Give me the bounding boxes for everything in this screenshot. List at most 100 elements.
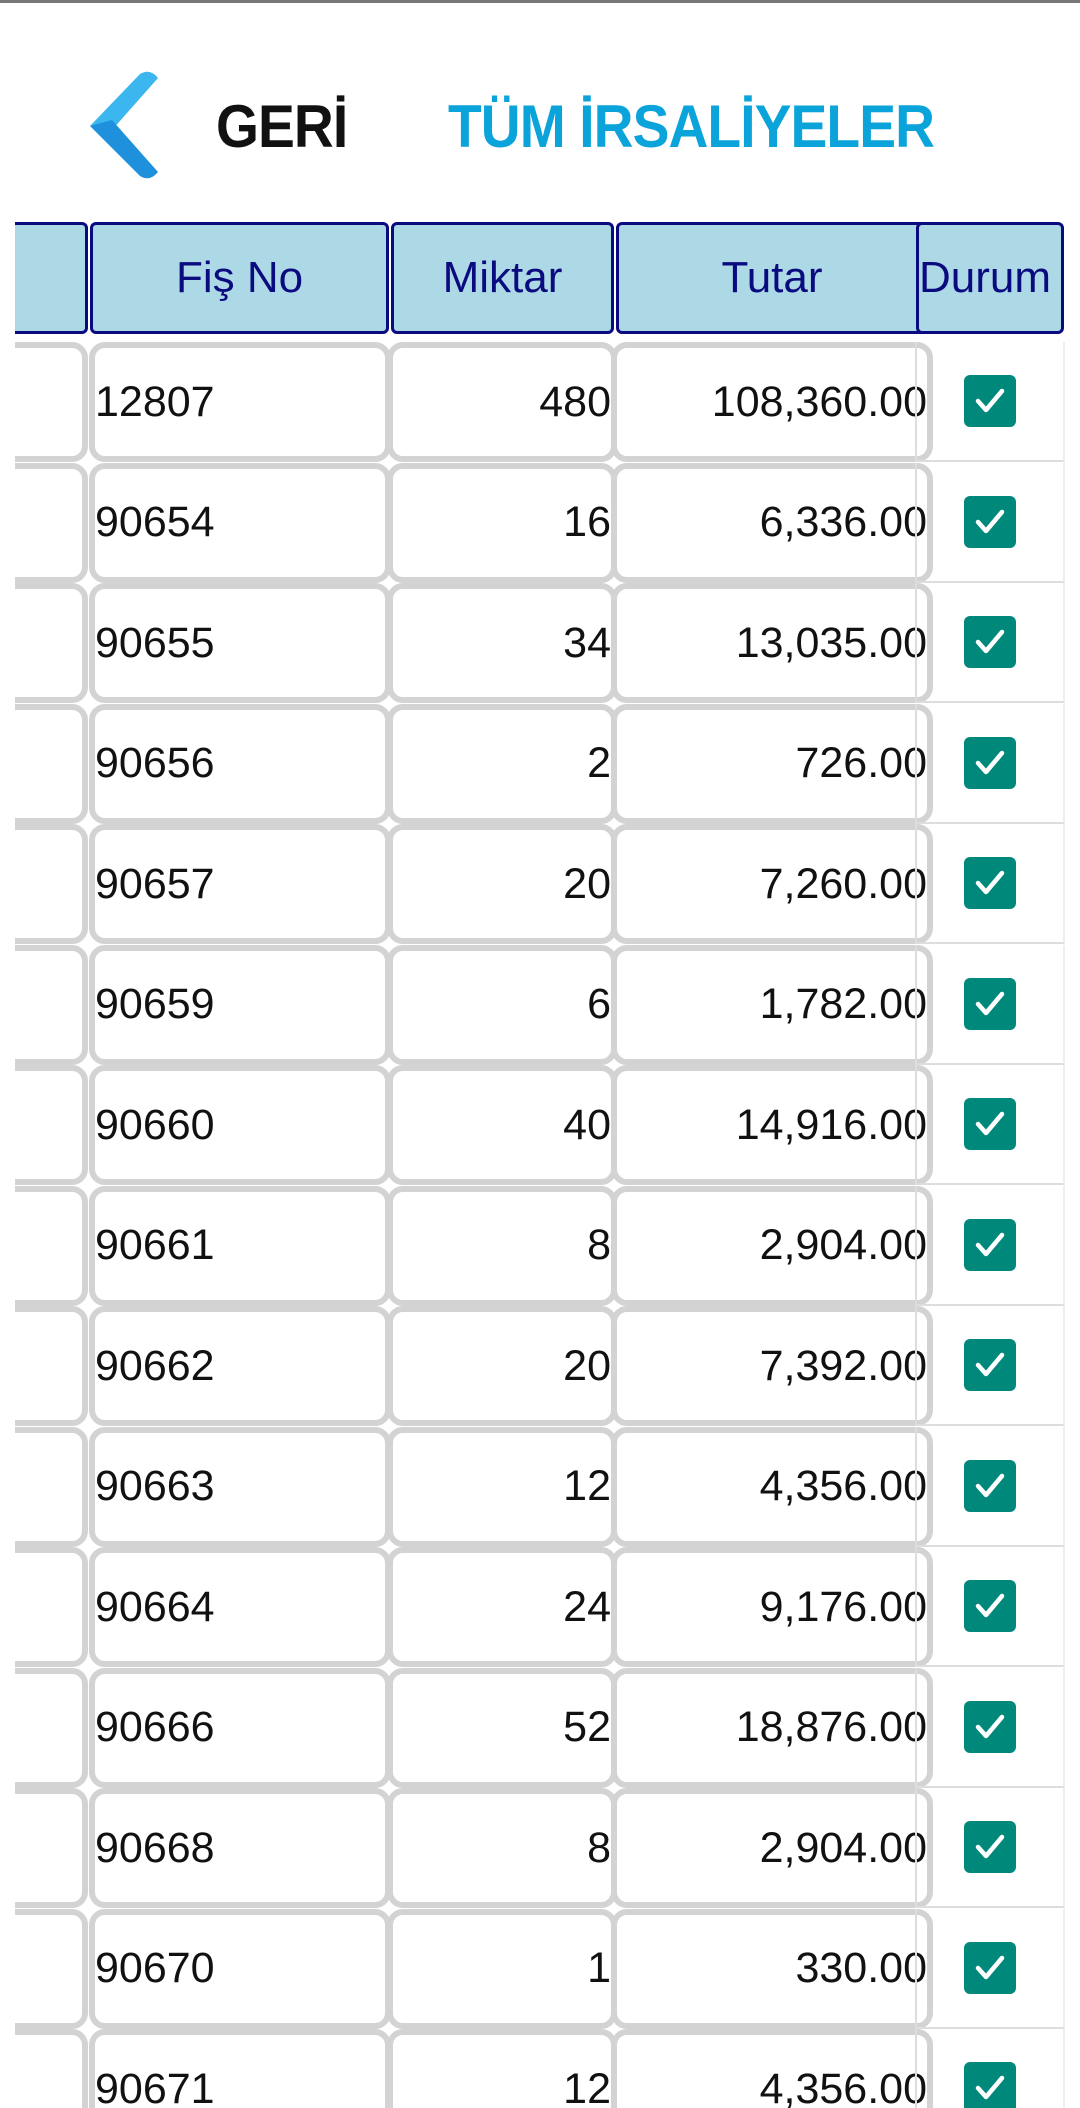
table-row[interactable]: 90657 20 7,260.00	[15, 824, 1065, 944]
fis-no: 90671	[95, 2064, 215, 2108]
back-label[interactable]: GERİ	[216, 93, 348, 160]
durum-cell	[915, 1185, 1065, 1306]
tutar-cell: 108,360.00	[611, 342, 933, 462]
checkmark-icon	[975, 1352, 1005, 1377]
fis-no-cell: 90666	[89, 1667, 391, 1788]
status-checkbox[interactable]	[964, 375, 1016, 427]
column-header-hidden[interactable]	[15, 222, 88, 334]
durum-cell	[915, 1547, 1065, 1667]
tutar-cell: 726.00	[611, 703, 933, 824]
tutar: 108,360.00	[711, 377, 927, 426]
miktar-cell: 480	[387, 342, 617, 462]
miktar-cell: 20	[387, 824, 617, 944]
status-checkbox[interactable]	[964, 616, 1016, 668]
table-row[interactable]: 90660 40 14,916.00	[15, 1065, 1065, 1185]
fis-no-cell: 90668	[89, 1788, 391, 1908]
tutar: 13,035.00	[735, 618, 927, 667]
fis-no: 90656	[95, 739, 215, 787]
tutar: 2,904.00	[759, 1221, 927, 1269]
status-checkbox[interactable]	[964, 1339, 1016, 1391]
durum-cell	[915, 1306, 1065, 1426]
table-row[interactable]: 90670 1 330.00	[15, 1908, 1065, 2029]
hidden-cell	[15, 1667, 88, 1788]
miktar: 34	[563, 618, 611, 667]
miktar: 52	[563, 1703, 611, 1751]
tutar-cell: 7,260.00	[611, 824, 933, 944]
table-row[interactable]: 90656 2 726.00	[15, 703, 1065, 824]
status-checkbox[interactable]	[964, 495, 1016, 548]
table-row[interactable]: 90664 24 9,176.00	[15, 1547, 1065, 1667]
fis-no-cell: 12807	[89, 342, 391, 462]
table-row[interactable]: 90661 8 2,904.00	[15, 1185, 1065, 1306]
hidden-cell	[15, 583, 88, 703]
fis-no: 90663	[95, 1462, 215, 1510]
checkmark-icon	[975, 509, 1005, 533]
tutar: 14,916.00	[735, 1100, 927, 1149]
miktar: 40	[563, 1100, 611, 1149]
table-row[interactable]: 90655 34 13,035.00	[15, 583, 1065, 703]
tutar-cell: 7,392.00	[611, 1306, 933, 1426]
miktar-cell: 16	[387, 462, 617, 583]
durum-cell	[915, 703, 1065, 824]
miktar-cell: 2	[387, 703, 617, 824]
status-checkbox[interactable]	[964, 857, 1016, 909]
fis-no-cell: 90661	[89, 1185, 391, 1306]
tutar-cell: 18,876.00	[611, 1667, 933, 1788]
status-checkbox[interactable]	[964, 977, 1016, 1030]
status-checkbox[interactable]	[964, 2062, 1016, 2108]
status-checkbox[interactable]	[964, 1459, 1016, 1512]
status-checkbox[interactable]	[964, 1580, 1016, 1632]
table-row[interactable]: 12807 480 108,360.00	[15, 342, 1065, 462]
tutar-cell: 13,035.00	[611, 583, 933, 703]
back-button[interactable]	[78, 68, 168, 182]
status-checkbox[interactable]	[964, 1098, 1016, 1150]
status-checkbox[interactable]	[964, 1218, 1016, 1271]
table-row[interactable]: 90671 12 4,356.00	[15, 2029, 1065, 2108]
status-checkbox[interactable]	[964, 1700, 1016, 1753]
durum-cell	[915, 583, 1065, 703]
hidden-cell	[15, 462, 88, 583]
fis-no: 90659	[95, 980, 215, 1028]
fis-no: 90670	[95, 1944, 215, 1992]
hidden-cell	[15, 1426, 88, 1547]
miktar: 20	[563, 859, 611, 908]
table-row[interactable]: 90663 12 4,356.00	[15, 1426, 1065, 1547]
tutar: 726.00	[795, 739, 927, 787]
durum-cell	[915, 824, 1065, 944]
table-row[interactable]: 90659 6 1,782.00	[15, 944, 1065, 1065]
durum-cell	[915, 1426, 1065, 1547]
table-row[interactable]: 90666 52 18,876.00	[15, 1667, 1065, 1788]
tutar-cell: 4,356.00	[611, 2029, 933, 2108]
tutar-cell: 2,904.00	[611, 1185, 933, 1306]
miktar-cell: 20	[387, 1306, 617, 1426]
status-checkbox[interactable]	[964, 1821, 1016, 1873]
fis-no: 90666	[95, 1703, 215, 1751]
status-checkbox[interactable]	[964, 1941, 1016, 1994]
miktar-cell: 8	[387, 1788, 617, 1908]
fis-no-cell: 90660	[89, 1065, 391, 1185]
fis-no-cell: 90663	[89, 1426, 391, 1547]
column-header-fis-no[interactable]: Fiş No	[90, 222, 389, 334]
miktar-cell: 12	[387, 2029, 617, 2108]
table-row[interactable]: 90662 20 7,392.00	[15, 1306, 1065, 1426]
miktar-cell: 8	[387, 1185, 617, 1306]
checkmark-icon	[975, 1111, 1005, 1136]
table-row[interactable]: 90668 8 2,904.00	[15, 1788, 1065, 1908]
tutar: 1,782.00	[759, 980, 927, 1028]
tutar-cell: 6,336.00	[611, 462, 933, 583]
table-row[interactable]: 90654 16 6,336.00	[15, 462, 1065, 583]
table-header: Fiş No Miktar Tutar Durum	[15, 222, 1065, 340]
checkmark-icon	[975, 1593, 1005, 1618]
tutar: 7,392.00	[759, 1341, 927, 1390]
checkmark-icon	[975, 2075, 1005, 2100]
miktar-cell: 40	[387, 1065, 617, 1185]
column-header-miktar[interactable]: Miktar	[391, 222, 614, 334]
column-header-durum[interactable]: Durum	[916, 222, 1064, 334]
fis-no-cell: 90659	[89, 944, 391, 1065]
fis-no-cell: 90655	[89, 583, 391, 703]
fis-no: 90657	[95, 859, 215, 908]
column-header-tutar[interactable]: Tutar	[616, 222, 928, 334]
status-divider	[0, 0, 1080, 3]
status-checkbox[interactable]	[964, 736, 1016, 789]
tutar-cell: 2,904.00	[611, 1788, 933, 1908]
